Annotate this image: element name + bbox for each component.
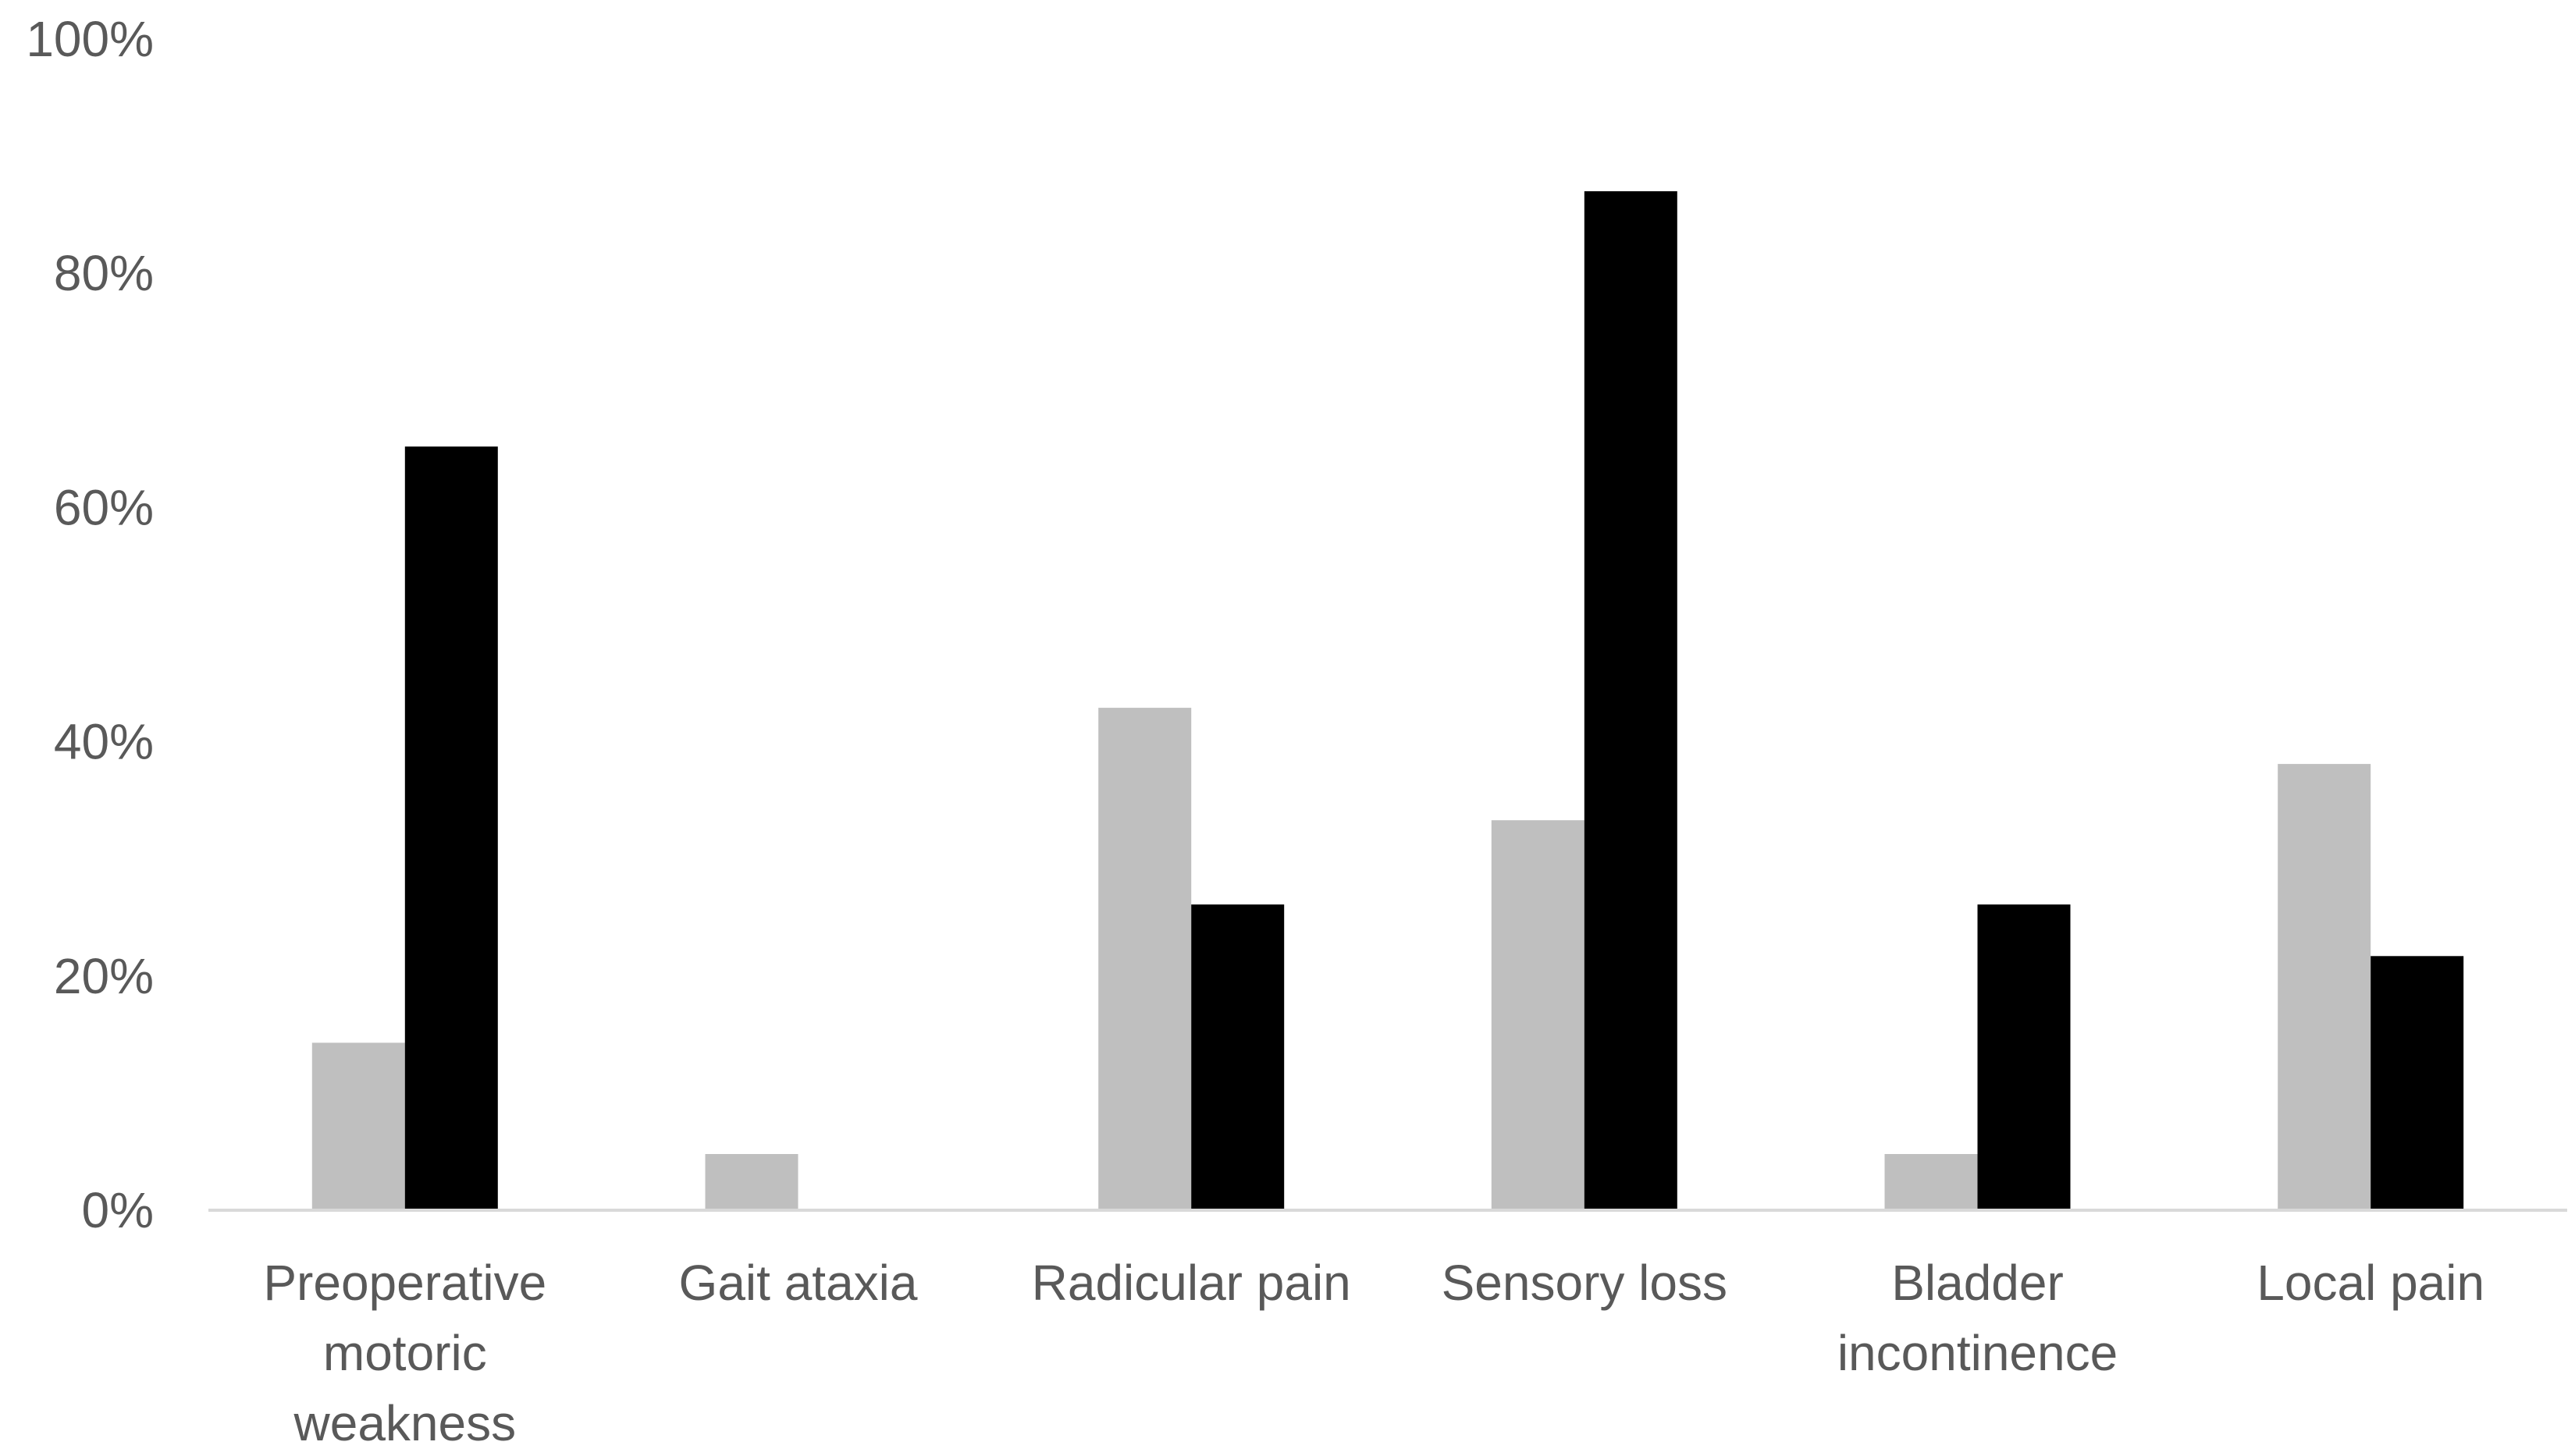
bar-series1-cat4 <box>1491 820 1584 1210</box>
bar-series1-cat3 <box>1098 708 1192 1210</box>
x-category-label: Radicular pain <box>1032 1255 1351 1311</box>
x-category-label-line: Bladder <box>1891 1255 2064 1311</box>
x-category-label-line: Local pain <box>2257 1255 2484 1311</box>
bar-series2-cat5 <box>1977 904 2071 1210</box>
bars-layer <box>311 191 2464 1211</box>
x-category-label: Preoperative motoric weakness <box>263 1255 546 1451</box>
bar-series2-cat1 <box>404 446 498 1210</box>
y-tick-label: 20% <box>54 948 154 1004</box>
x-category-label-line: weakness <box>293 1395 517 1451</box>
bar-series2-cat4 <box>1584 191 1677 1211</box>
x-category-label-line: motoric <box>323 1325 487 1381</box>
x-category-label-line: Sensory loss <box>1442 1255 1727 1311</box>
x-category-label-line: Radicular pain <box>1032 1255 1351 1311</box>
y-tick-label: 0% <box>82 1182 155 1238</box>
y-tick-label: 40% <box>54 714 154 770</box>
y-axis-tick-labels: 0% 20% 40% 60% 80% 100% <box>26 11 154 1238</box>
x-category-label: Bladder incontinence <box>1837 1255 2118 1381</box>
x-category-label: Sensory loss <box>1442 1255 1727 1311</box>
y-tick-label: 60% <box>54 479 154 535</box>
x-category-label-line: Preoperative <box>263 1255 546 1311</box>
bar-series1-cat6 <box>2278 764 2371 1210</box>
x-axis-category-labels: Preoperative motoric weakness Gait ataxia Ra… <box>263 1255 2484 1451</box>
y-tick-label: 80% <box>54 245 154 301</box>
x-category-label-line: incontinence <box>1837 1325 2118 1381</box>
bar-series2-cat6 <box>2370 956 2464 1210</box>
y-tick-label: 100% <box>26 11 154 67</box>
bar-series2-cat3 <box>1191 904 1285 1210</box>
x-category-label-line: Gait ataxia <box>679 1255 918 1311</box>
bar-series1-cat5 <box>1884 1154 1978 1210</box>
bar-series1-cat2 <box>705 1154 798 1210</box>
bar-series1-cat1 <box>311 1042 405 1210</box>
x-category-label: Local pain <box>2257 1255 2484 1311</box>
x-category-label: Gait ataxia <box>679 1255 918 1311</box>
